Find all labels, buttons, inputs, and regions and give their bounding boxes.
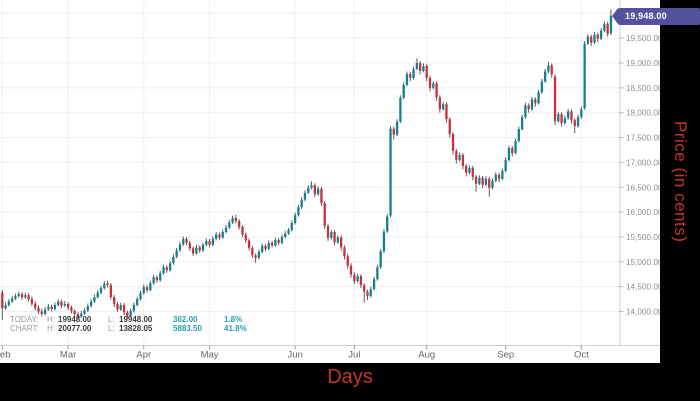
high-key: H: xyxy=(47,323,55,333)
low-key: L: xyxy=(108,323,115,333)
today-label: TODAY: xyxy=(10,315,39,324)
svg-text:Apr: Apr xyxy=(136,350,151,361)
svg-text:19,500.00: 19,500.00 xyxy=(626,34,660,43)
y-axis-labels: 19,500.00 19,000.00 18,500.00 18,000.00 17,5… xyxy=(619,34,660,317)
svg-text:Jun: Jun xyxy=(287,350,302,361)
today-change-value: 362.00 xyxy=(173,315,198,324)
chart-high-value: 20077.00 xyxy=(58,323,92,333)
today-high-value: 19948.00 xyxy=(58,315,92,324)
svg-text:May: May xyxy=(201,350,219,361)
price-chart-plot[interactable]: 19,500.00 19,000.00 18,500.00 18,000.00 17,5… xyxy=(0,0,660,363)
svg-text:18,500.00: 18,500.00 xyxy=(626,84,660,93)
svg-text:17,500.00: 17,500.00 xyxy=(626,134,660,143)
svg-text:Aug: Aug xyxy=(418,350,435,361)
svg-text:15,000.00: 15,000.00 xyxy=(626,258,660,267)
chart-stats-row: CHART: H: 20077.00 L: 13828.05 5883.50 41.8% xyxy=(10,323,247,334)
svg-text:14,000.00: 14,000.00 xyxy=(626,308,660,317)
svg-text:18,000.00: 18,000.00 xyxy=(626,109,660,118)
high-key: H: xyxy=(47,315,55,324)
chart-change-value: 5883.50 xyxy=(173,323,202,333)
svg-text:Jul: Jul xyxy=(348,350,360,361)
svg-text:Feb: Feb xyxy=(0,350,10,361)
gridlines xyxy=(0,0,620,345)
svg-text:14,500.00: 14,500.00 xyxy=(626,283,660,292)
x-axis-title: Days xyxy=(327,366,373,388)
svg-text:19,000.00: 19,000.00 xyxy=(626,59,660,68)
svg-text:17,000.00: 17,000.00 xyxy=(626,158,660,167)
y-axis-title: Price (in cents) xyxy=(671,120,690,243)
last-price-value: 19,948.00 xyxy=(625,11,667,21)
svg-text:Mar: Mar xyxy=(60,350,76,361)
svg-text:16,000.00: 16,000.00 xyxy=(626,208,660,217)
svg-text:16,500.00: 16,500.00 xyxy=(626,183,660,192)
bottom-black-panel: Days xyxy=(0,363,700,401)
session-stats-overlay: TODAY: H: 19948.00 L: 19948.00 362.00 1.8% CHA… xyxy=(10,315,247,334)
chart-change-pct: 41.8% xyxy=(224,323,247,333)
candlestick-series xyxy=(1,9,613,321)
svg-text:Sep: Sep xyxy=(497,350,514,361)
low-key: L: xyxy=(108,315,115,324)
chart-label: CHART: xyxy=(10,323,39,333)
axis-lines xyxy=(0,0,660,346)
svg-text:15,500.00: 15,500.00 xyxy=(626,233,660,242)
chart-low-value: 13828.05 xyxy=(119,323,153,333)
right-black-panel: Price (in cents) xyxy=(660,0,700,363)
svg-text:Oct: Oct xyxy=(574,350,589,361)
today-change-pct: 1.8% xyxy=(224,315,243,324)
today-stats-row: TODAY: H: 19948.00 L: 19948.00 362.00 1.8% xyxy=(10,315,247,325)
x-axis-labels: Feb Mar Apr May Jun Jul Aug Sep Oct xyxy=(0,345,589,361)
last-price-tag: 19,948.00 xyxy=(612,8,700,25)
today-low-value: 19948.00 xyxy=(119,315,153,324)
